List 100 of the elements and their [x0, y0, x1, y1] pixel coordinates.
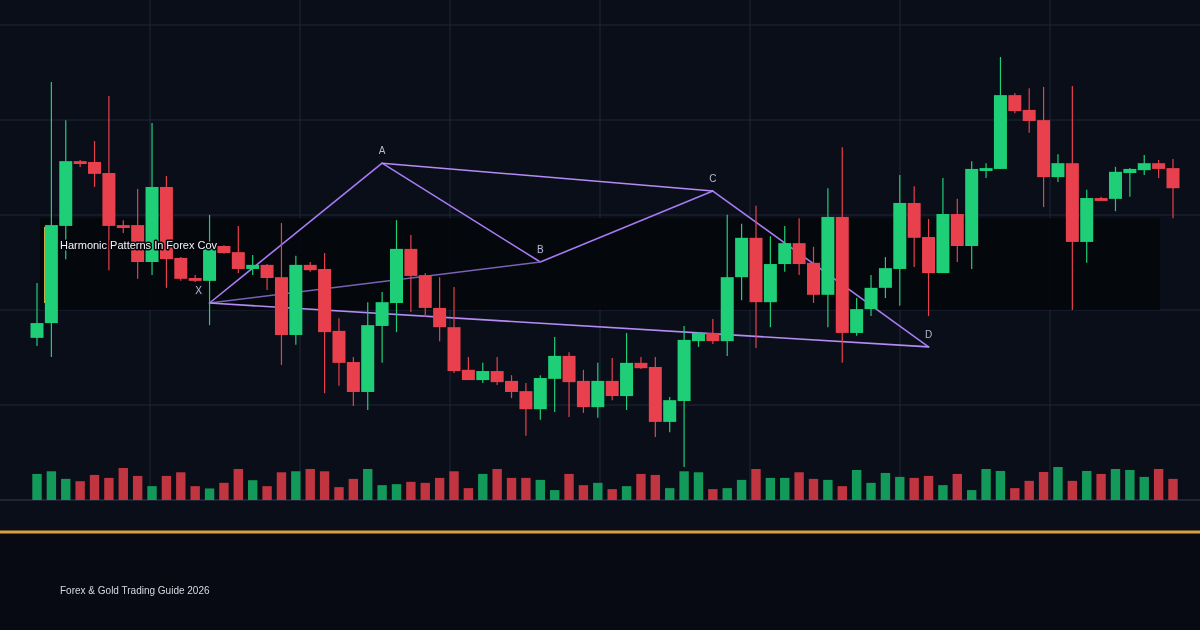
bar	[204, 488, 215, 500]
bar	[665, 488, 675, 500]
candlestick	[1051, 153, 1065, 183]
bar	[578, 485, 589, 500]
bar	[966, 490, 977, 500]
bar	[1038, 471, 1049, 500]
bar	[363, 468, 373, 500]
candlestick	[605, 357, 619, 401]
bar	[765, 477, 776, 500]
bar	[1010, 488, 1020, 500]
bar	[219, 482, 229, 500]
bar	[161, 475, 172, 500]
bar	[808, 478, 819, 500]
bar	[607, 489, 617, 500]
bar	[837, 486, 847, 500]
bar	[75, 481, 85, 500]
candlestick	[433, 276, 447, 342]
candlestick	[1166, 158, 1180, 219]
bar	[1024, 480, 1034, 500]
bar	[61, 478, 71, 500]
bar	[621, 486, 632, 500]
bar	[434, 477, 445, 500]
bar	[1067, 480, 1078, 500]
bar	[319, 471, 330, 500]
bar	[334, 487, 344, 500]
annotation: C	[709, 173, 717, 185]
bar	[89, 474, 100, 500]
annotation: X	[195, 285, 203, 296]
bar	[995, 470, 1006, 500]
annotation: B	[536, 244, 544, 255]
bar	[708, 489, 718, 500]
bar	[693, 472, 704, 500]
bar	[46, 471, 57, 500]
candlestick	[1152, 159, 1166, 179]
bar	[1110, 468, 1121, 500]
bar	[118, 467, 128, 500]
bar	[981, 468, 991, 500]
bar	[1168, 478, 1178, 500]
bar	[147, 486, 157, 500]
bar	[190, 486, 200, 500]
bar	[851, 469, 862, 500]
bar	[909, 477, 919, 500]
bar	[449, 471, 459, 500]
bar	[780, 477, 790, 500]
bar	[463, 488, 474, 500]
bar	[1096, 473, 1106, 500]
bar	[593, 482, 603, 500]
bar	[348, 478, 359, 500]
bar	[679, 471, 689, 500]
bar	[952, 473, 962, 500]
bar	[1153, 468, 1164, 500]
candlestick	[663, 396, 677, 433]
bar	[823, 479, 833, 500]
text: Forex & Gold Trading Guide 2026	[60, 585, 210, 596]
bar	[506, 477, 517, 500]
bar	[420, 482, 430, 500]
bar	[794, 472, 804, 500]
bar	[233, 468, 244, 500]
bar	[636, 473, 646, 500]
bar	[521, 477, 531, 500]
bar	[722, 488, 732, 500]
bar	[176, 472, 186, 500]
bar	[1053, 467, 1063, 500]
candlestick	[231, 225, 245, 274]
bar	[1125, 469, 1135, 500]
bar	[406, 481, 416, 500]
bar	[276, 472, 287, 500]
bar	[248, 480, 258, 500]
bar	[650, 474, 661, 500]
bar	[1139, 476, 1149, 500]
bar	[895, 476, 905, 500]
bar	[866, 482, 876, 500]
bar	[377, 485, 387, 500]
candlestick	[476, 362, 490, 384]
candlestick	[864, 274, 878, 317]
candlestick	[778, 225, 792, 273]
bar	[938, 485, 948, 500]
bar	[492, 468, 502, 500]
bar	[391, 484, 402, 500]
candlestick	[1137, 154, 1151, 176]
bar	[478, 473, 488, 500]
bar	[132, 475, 143, 500]
annotation: A	[378, 145, 386, 157]
candlestick	[30, 282, 44, 347]
bar	[564, 473, 574, 500]
bar	[923, 475, 934, 500]
bar	[305, 468, 315, 500]
bar	[549, 490, 560, 500]
bar	[32, 473, 42, 500]
bar	[291, 471, 301, 500]
bar	[1082, 470, 1092, 500]
bar	[535, 479, 545, 500]
bar	[736, 479, 747, 500]
annotation: D	[924, 328, 933, 340]
candlestick	[1008, 92, 1022, 114]
bar	[880, 472, 891, 500]
candlestick	[634, 356, 648, 370]
bar	[262, 486, 272, 500]
candlestick	[706, 318, 720, 345]
bar	[751, 468, 761, 500]
